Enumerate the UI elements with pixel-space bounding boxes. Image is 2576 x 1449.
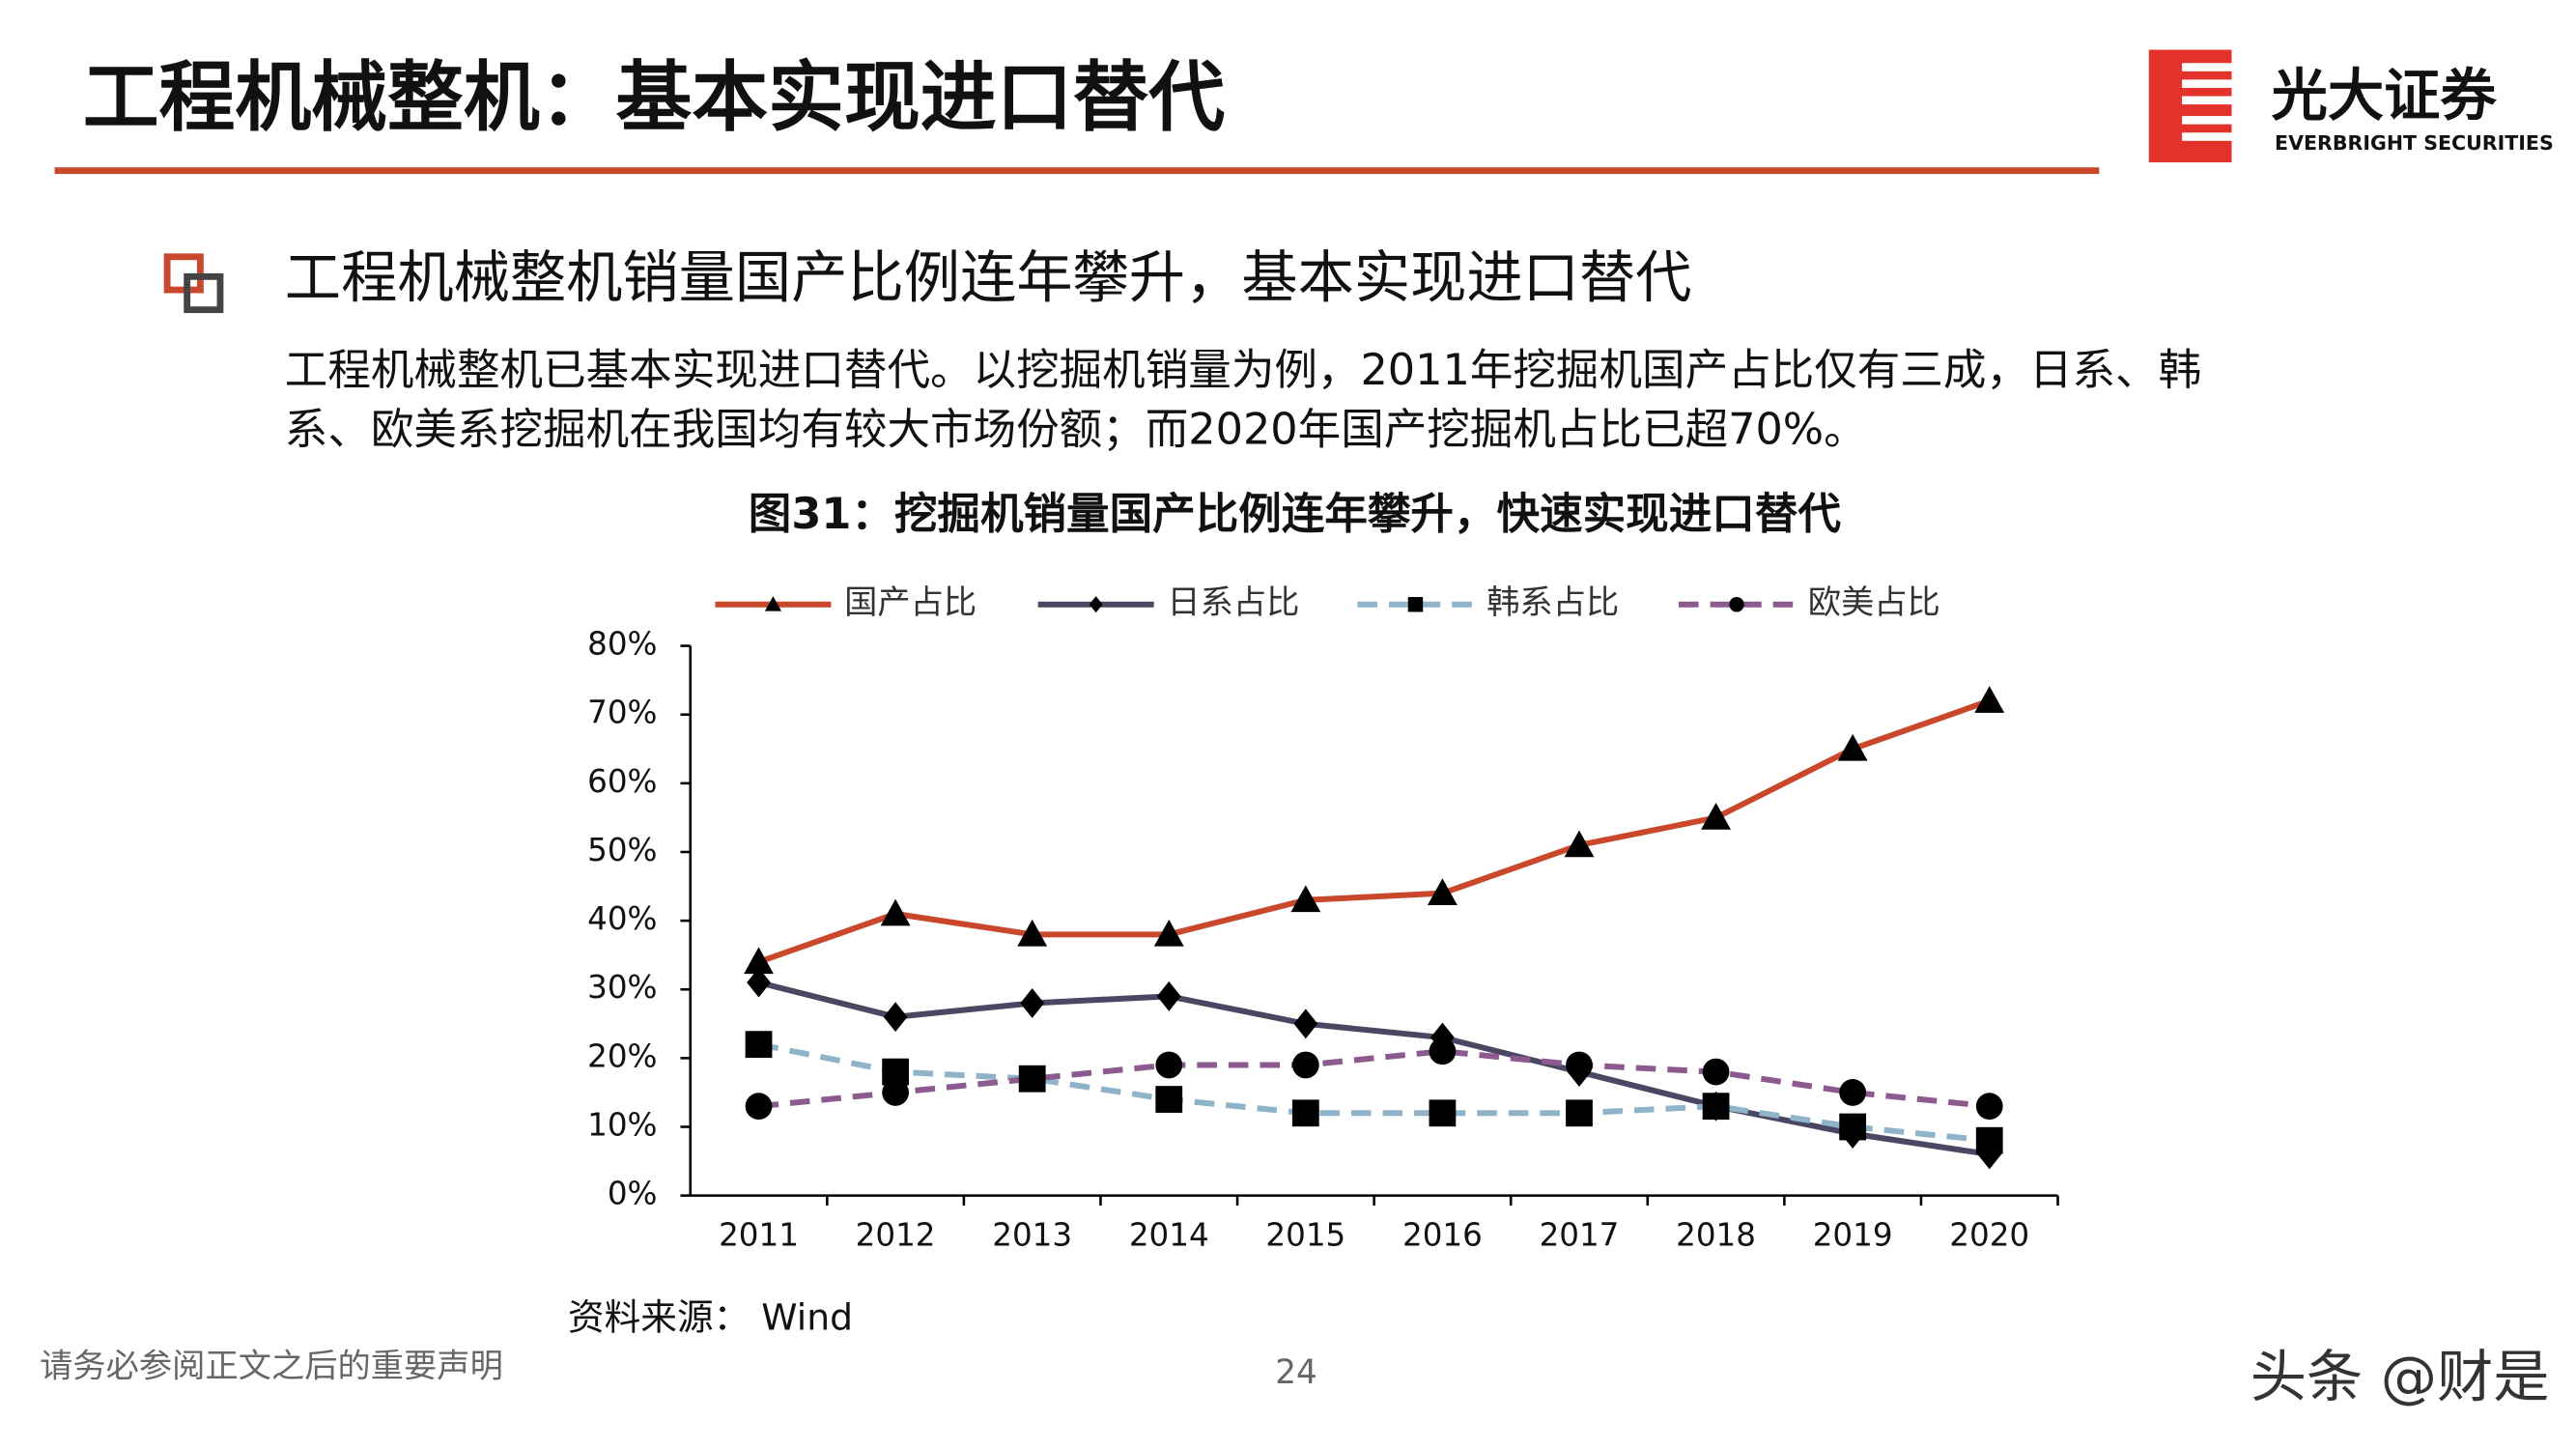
x-tick-label: 2011 (719, 1216, 799, 1253)
data-point (1153, 919, 1184, 947)
data-point (1291, 1099, 1319, 1127)
series-line (758, 1048, 1991, 1110)
chart-source: 资料来源： Wind (568, 1296, 853, 1339)
bullet-icon (163, 253, 224, 314)
data-point (1155, 1086, 1183, 1113)
data-point (745, 1031, 773, 1059)
data-point (747, 967, 771, 998)
logo-subtitle: EVERBRIGHT SECURITIES (2275, 131, 2554, 155)
legend-marker (1407, 597, 1424, 612)
data-point (1564, 830, 1595, 858)
y-tick-label: 20% (587, 1037, 657, 1074)
y-tick-label: 10% (587, 1107, 657, 1144)
data-point (1974, 686, 2005, 713)
series-line (757, 980, 1991, 1157)
data-point (744, 947, 774, 975)
data-point (1701, 802, 1731, 830)
data-point (1293, 1009, 1318, 1039)
y-tick-label: 80% (587, 626, 657, 663)
data-point (1837, 733, 1868, 761)
legend-marker (1089, 596, 1103, 613)
data-point (1566, 1099, 1593, 1127)
x-tick-label: 2016 (1402, 1216, 1483, 1253)
y-tick-label: 30% (587, 969, 657, 1006)
series-line (757, 697, 1991, 965)
x-tick-label: 2015 (1265, 1216, 1345, 1253)
data-point (1429, 1099, 1457, 1127)
data-point (1702, 1058, 1730, 1086)
x-tick-label: 2018 (1676, 1216, 1756, 1253)
disclaimer: 请务必参阅正文之后的重要声明 (40, 1347, 503, 1385)
data-point (1839, 1113, 1867, 1141)
data-point (1155, 1051, 1183, 1079)
x-tick-label: 2019 (1813, 1216, 1893, 1253)
x-tick-label: 2012 (856, 1216, 936, 1253)
data-point (1018, 1065, 1046, 1093)
y-tick-label: 70% (587, 695, 657, 731)
data-point (745, 1093, 773, 1121)
data-point (1975, 1093, 2003, 1121)
x-tick-label: 2020 (1949, 1216, 2029, 1253)
x-tick-label: 2013 (992, 1216, 1072, 1253)
data-point (1427, 878, 1458, 905)
slide-title: 工程机械整机：基本实现进口替代 (83, 53, 1226, 142)
legend-label: 日系占比 (1167, 583, 1299, 622)
data-point (1291, 1051, 1319, 1079)
data-point (882, 1079, 909, 1106)
x-tick-label: 2014 (1129, 1216, 1209, 1253)
title-rule (54, 167, 2100, 175)
legend-label: 韩系占比 (1486, 583, 1619, 622)
data-point (1429, 1037, 1457, 1065)
data-point (880, 898, 911, 926)
legend-label: 欧美占比 (1808, 583, 1940, 622)
bullet-body: 系、欧美系挖掘机在我国均有较大市场份额；而2020年国产挖掘机占比已超70%。 (285, 404, 1867, 454)
watermark: 头条 @财是 (2250, 1345, 2550, 1410)
data-point (1975, 1126, 2003, 1154)
data-point (1290, 885, 1321, 913)
bullet-body: 工程机械整机已基本实现进口替代。以挖掘机销量为例，2011年挖掘机国产占比仅有三… (285, 345, 2201, 395)
logo-name: 光大证券 (2272, 63, 2498, 128)
x-tick-label: 2017 (1540, 1216, 1620, 1253)
data-point (883, 1002, 908, 1033)
legend-marker (1729, 597, 1744, 612)
logo-mark (2148, 49, 2232, 163)
bullet-heading: 工程机械整机销量国产比例连年攀升，基本实现进口替代 (285, 245, 1692, 311)
y-tick-label: 40% (587, 900, 657, 937)
data-point (1017, 919, 1048, 947)
data-point (1156, 980, 1181, 1011)
y-tick-label: 60% (587, 763, 657, 800)
page-number: 24 (1275, 1353, 1317, 1392)
data-point (1566, 1051, 1593, 1079)
legend-label: 国产占比 (844, 583, 977, 622)
y-tick-label: 0% (608, 1176, 658, 1212)
y-tick-label: 50% (587, 832, 657, 868)
legend-marker (764, 596, 782, 611)
data-point (1702, 1093, 1730, 1121)
data-point (1839, 1079, 1867, 1106)
series-line (757, 1041, 1991, 1144)
chart-title: 图31：挖掘机销量国产比例连年攀升，快速实现进口替代 (749, 489, 1842, 539)
data-point (1020, 988, 1045, 1018)
